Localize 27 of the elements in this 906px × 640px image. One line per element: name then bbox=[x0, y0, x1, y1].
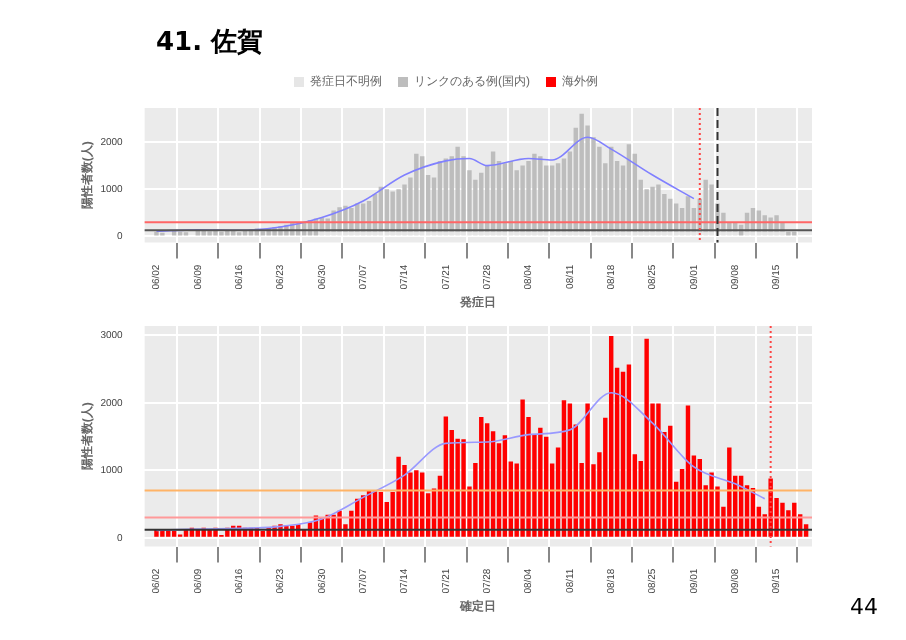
bar bbox=[709, 472, 714, 537]
bar bbox=[260, 531, 265, 537]
bar bbox=[225, 230, 230, 236]
bar bbox=[538, 156, 543, 232]
bar bbox=[526, 160, 531, 232]
bar bbox=[727, 447, 732, 537]
bar bbox=[709, 184, 714, 232]
bar bbox=[650, 186, 655, 232]
bar bbox=[520, 399, 525, 537]
bar bbox=[644, 338, 649, 537]
bar bbox=[402, 184, 407, 232]
text: 44 bbox=[850, 594, 878, 620]
bar bbox=[171, 531, 177, 537]
chart-title: 41. 佐賀 bbox=[156, 26, 264, 60]
bar bbox=[703, 179, 708, 232]
bar bbox=[514, 170, 519, 232]
bar bbox=[579, 113, 584, 232]
bar bbox=[414, 153, 419, 232]
bar bbox=[656, 184, 661, 232]
bar bbox=[461, 439, 466, 537]
bar bbox=[408, 472, 413, 537]
bar bbox=[520, 165, 525, 232]
bar bbox=[585, 403, 590, 537]
bar bbox=[656, 403, 661, 537]
bar bbox=[390, 191, 395, 232]
bar bbox=[538, 427, 543, 537]
bar bbox=[455, 146, 460, 232]
